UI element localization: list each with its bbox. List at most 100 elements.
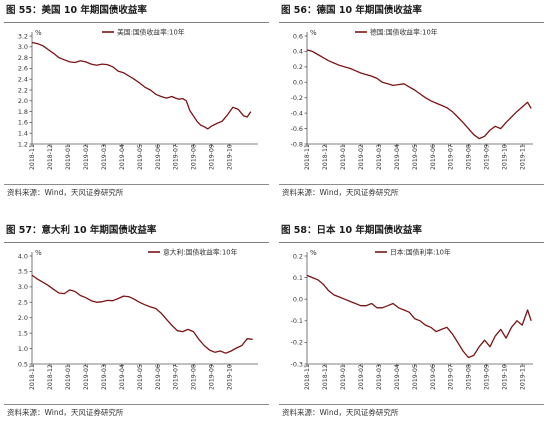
y-tick-label: -0.8 (291, 140, 303, 148)
y-tick-label: 2.0 (18, 97, 28, 105)
line-chart-italy: % 0.5 1.0 1.5 2.0 2.5 3.0 3.5 4.0 2018-11 2018-12 2… (18, 247, 258, 390)
x-tick-label: 2019-05 (137, 144, 144, 170)
x-tick-label: 2019-06 (155, 364, 162, 390)
source-rule (279, 184, 544, 185)
x-tick-label: 2019-08 (466, 144, 473, 170)
x-tick-label: 2019-04 (394, 364, 401, 390)
y-tick-label: 0.1 (293, 273, 303, 281)
title-rule (4, 22, 269, 23)
x-tick-label: 2019-09 (484, 144, 491, 170)
y-tick-label: 1.6 (18, 119, 28, 127)
y-tick-label: 0.4 (293, 48, 303, 56)
x-tick-label: 2019-03 (101, 364, 108, 390)
legend-label: 日本:国债利率:10年 (390, 247, 451, 256)
chart-title: 图 57：意大利 10 年期国债收益率 (6, 224, 157, 236)
x-tick-label: 2019-10 (227, 144, 234, 170)
x-tick-label: 2019-07 (173, 364, 180, 390)
x-tick-label: 2018-12 (47, 144, 54, 170)
y-tick-label: 0.0 (293, 79, 303, 87)
x-tick-label: 2019-04 (119, 364, 126, 390)
y-tick-label: 3.2 (18, 32, 28, 40)
x-tick-label: 2019-08 (191, 364, 198, 390)
x-tick-label: 2019-07 (448, 364, 455, 390)
x-tick-label: 2019-06 (430, 144, 437, 170)
x-tick-label: 2019-07 (173, 144, 180, 170)
x-tick-label: 2019-10 (502, 364, 509, 390)
x-tick-label: 2019-09 (484, 364, 491, 390)
y-tick-label: 1.0 (18, 344, 28, 352)
chart-panel-germany: 图 56：德国 10 年期国债收益率 % -0.8 -0.6 -0.4 -0.2 0.0 0… (275, 0, 550, 220)
chart-title: 图 56：德国 10 年期国债收益率 (281, 5, 422, 16)
y-tick-label: 0.5 (18, 360, 28, 368)
x-tick-label: 2018-11 (304, 144, 311, 170)
y-tick-label: 0.2 (293, 252, 303, 260)
source-note: 资料来源：Wind，天风证券研究所 (282, 188, 399, 197)
source-note: 资料来源：Wind，天风证券研究所 (7, 407, 124, 417)
legend-label: 德国:国债收益率:10年 (370, 28, 438, 37)
y-tick-label: 1.4 (18, 130, 28, 138)
series-line (31, 41, 252, 130)
source-rule (279, 403, 544, 405)
x-tick-label: 2019-02 (358, 364, 365, 390)
y-tick-label: 0.0 (293, 295, 303, 303)
chart-panel-japan: 图 58：日本 10 年期国债收益率 % -0.3 -0.2 -0.1 0.0 0.1 0.… (275, 220, 550, 439)
y-tick-label: 2.8 (18, 54, 28, 62)
source-rule (4, 403, 269, 405)
x-tick-label: 2019-03 (376, 144, 383, 170)
y-tick-label: 2.0 (18, 314, 28, 322)
x-tick-label: 2019-04 (119, 144, 126, 170)
y-tick-label: -0.4 (291, 109, 303, 117)
series-line (306, 49, 532, 140)
source-note: 资料来源：Wind，天风证券研究所 (7, 188, 124, 197)
y-tick-label: -0.6 (291, 125, 303, 133)
y-tick-label: 2.6 (18, 65, 28, 73)
chart-panel-us: 图 55：美国 10 年期国债收益率 % 1.2 1.4 1.6 1.8 2.0 2.2 2.… (0, 0, 275, 220)
x-tick-label: 2018-12 (322, 364, 329, 390)
x-tick-label: 2018-11 (304, 364, 311, 390)
x-tick-label: 2019-05 (412, 364, 419, 390)
chart-title: 图 58：日本 10 年期国债收益率 (281, 224, 422, 236)
y-tick-label: 2.5 (18, 298, 28, 306)
x-tick-label: 2019-09 (209, 364, 216, 390)
x-tick-label: 2019-07 (448, 144, 455, 170)
y-tick-label: 2.4 (18, 76, 28, 84)
y-unit-label: % (35, 29, 42, 37)
x-tick-label: 2019-01 (65, 364, 72, 390)
y-tick-label: -0.1 (291, 317, 303, 325)
x-tick-label: 2018-12 (322, 144, 329, 170)
y-tick-label: 3.0 (18, 283, 28, 291)
x-tick-label: 2019-09 (209, 144, 216, 170)
x-tick-label: 2019-08 (191, 144, 198, 170)
line-chart-us: % 1.2 1.4 1.6 1.8 2.0 2.2 2.4 2.6 2.8 3.0 3.2 2018-1… (18, 28, 258, 170)
x-tick-label: 2019-06 (155, 144, 162, 170)
series-line (31, 274, 253, 354)
x-tick-label: 2019-06 (430, 364, 437, 390)
source-rule (4, 184, 269, 185)
x-tick-label: 2019-05 (137, 364, 144, 390)
x-tick-label: 2018-11 (29, 364, 36, 390)
x-tick-label: 2019-01 (340, 144, 347, 170)
x-tick-label: 2019-02 (358, 144, 365, 170)
y-tick-label: 0.6 (293, 32, 303, 40)
y-tick-label: 1.2 (18, 140, 28, 148)
x-tick-label: 2019-03 (101, 144, 108, 170)
y-tick-label: -0.2 (291, 94, 303, 102)
y-tick-label: 4.0 (18, 252, 28, 260)
x-tick-label: 2018-12 (47, 364, 54, 390)
title-rule (279, 22, 544, 23)
x-tick-label: 2019-03 (376, 364, 383, 390)
y-tick-label: -0.3 (291, 360, 303, 368)
x-tick-label: 2019-08 (466, 364, 473, 390)
x-tick-label: 2019-02 (83, 364, 90, 390)
y-tick-label: 2.2 (18, 86, 28, 94)
title-rule (279, 241, 544, 243)
line-chart-germany: % -0.8 -0.6 -0.4 -0.2 0.0 0.2 0.4 0.6 2018-11 2018… (291, 28, 533, 170)
x-tick-label: 2019-02 (83, 144, 90, 170)
y-tick-label: -0.2 (291, 338, 303, 346)
x-tick-label: 2019-11 (519, 144, 526, 170)
x-tick-label: 2019-10 (502, 144, 509, 170)
line-chart-japan: % -0.3 -0.2 -0.1 0.0 0.1 0.2 2018-11 2018-12 2019… (291, 247, 533, 390)
x-tick-label: 2019-11 (519, 364, 526, 390)
x-tick-label: 2018-11 (29, 144, 36, 170)
y-tick-label: 1.5 (18, 329, 28, 337)
